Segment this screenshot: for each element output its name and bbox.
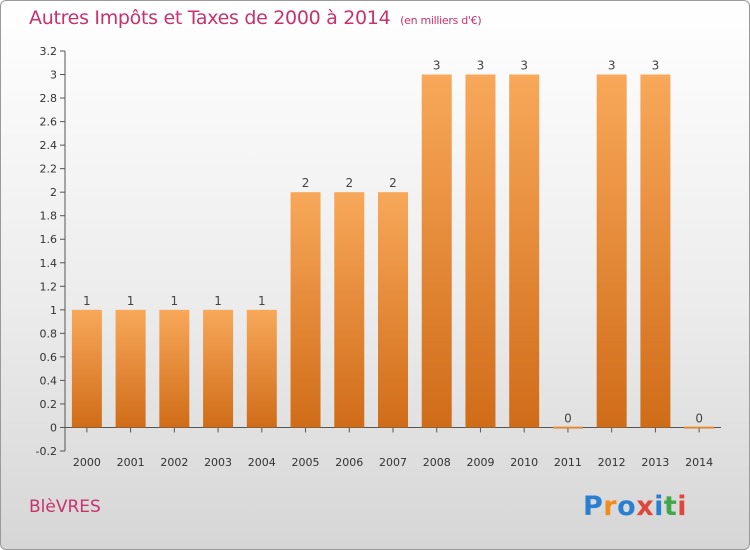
logo-letter: i	[654, 491, 664, 522]
x-tick-label: 2013	[641, 456, 669, 469]
y-tick-label: 1.8	[40, 210, 58, 223]
data-label: 3	[608, 59, 616, 73]
commune-name: BlèVRES	[29, 497, 101, 517]
x-tick-label: 2010	[510, 456, 538, 469]
bar-2002	[159, 309, 190, 428]
y-tick-label: 0.4	[40, 374, 58, 387]
x-tick-label: 2009	[466, 456, 494, 469]
data-label: 1	[127, 294, 135, 308]
y-tick-label: 2.2	[40, 163, 58, 176]
data-label: 3	[652, 59, 660, 73]
y-tick-label: 2.6	[40, 116, 58, 129]
logo-letter: i	[677, 491, 688, 522]
bar-2011	[552, 426, 583, 429]
x-tick-label: 2011	[554, 456, 582, 469]
bar-2001	[115, 309, 146, 428]
y-tick-label: 2	[50, 186, 57, 199]
x-tick-label: 2014	[685, 456, 713, 469]
x-tick-label: 2004	[248, 456, 276, 469]
x-tick-label: 2005	[292, 456, 320, 469]
y-tick-label: -0.2	[36, 445, 57, 458]
bar-2012	[596, 74, 627, 428]
y-tick-label: 1.6	[40, 233, 58, 246]
data-labels: 1 1 1 1 1 2 2 2 3 3 3 0 3 3 0	[83, 59, 703, 426]
x-tick-label: 2002	[160, 456, 188, 469]
bar-2005	[290, 192, 321, 428]
x-tick-label: 2008	[423, 456, 451, 469]
chart-title-text: Autres Impôts et Taxes de 2000 à 2014	[29, 7, 391, 29]
data-label: 0	[695, 411, 703, 425]
x-tick-label: 2000	[73, 456, 101, 469]
x-tick-label: 2006	[335, 456, 363, 469]
x-tick-label: 2012	[598, 456, 626, 469]
y-tick-label: 2.8	[40, 92, 58, 105]
data-label: 2	[302, 176, 310, 190]
bar-2006	[334, 192, 365, 428]
x-tick-label: 2003	[204, 456, 232, 469]
data-label: 1	[171, 294, 179, 308]
data-label: 2	[389, 176, 397, 190]
bar-2009	[465, 74, 496, 428]
y-tick-label: 2.4	[40, 139, 58, 152]
x-tick-label: 2007	[379, 456, 407, 469]
logo-letter: x	[636, 491, 655, 522]
bars	[71, 74, 715, 429]
y-tick-label: 1.2	[40, 280, 58, 293]
bar-2013	[640, 74, 671, 428]
y-tick-label: 3	[50, 69, 57, 82]
data-label: 3	[520, 59, 528, 73]
bar-2007	[378, 192, 408, 428]
bar-2000	[71, 309, 102, 428]
bar-2010	[509, 74, 540, 428]
bar-2008	[421, 74, 452, 428]
data-label: 3	[477, 59, 485, 73]
y-tick-label: 0	[50, 421, 57, 434]
logo-letter: r	[603, 491, 618, 522]
data-label: 1	[83, 294, 91, 308]
bar-2014	[684, 426, 715, 429]
chart-subtitle: (en milliers d'€)	[400, 14, 482, 27]
y-tick-label: 0.6	[40, 351, 58, 364]
y-tick-label: 1.4	[40, 257, 58, 270]
bar-2003	[203, 309, 234, 428]
data-label: 1	[214, 294, 222, 308]
data-label: 3	[433, 59, 441, 73]
logo-letter: o	[617, 491, 637, 522]
y-tick-label: 0.2	[40, 398, 58, 411]
y-tick-label: 1	[50, 304, 57, 317]
data-label: 2	[345, 176, 353, 190]
logo-letter: t	[663, 491, 678, 522]
data-label: 1	[258, 294, 266, 308]
chart-title: Autres Impôts et Taxes de 2000 à 2014 (e…	[29, 7, 482, 29]
proxiti-logo[interactable]: Proxiti	[583, 491, 687, 522]
logo-letter: P	[583, 491, 604, 522]
data-label: 0	[564, 411, 572, 425]
y-tick-label: 3.2	[40, 45, 58, 58]
y-tick-label: 0.8	[40, 327, 58, 340]
x-tick-label: 2001	[117, 456, 145, 469]
bar-2004	[246, 309, 277, 428]
